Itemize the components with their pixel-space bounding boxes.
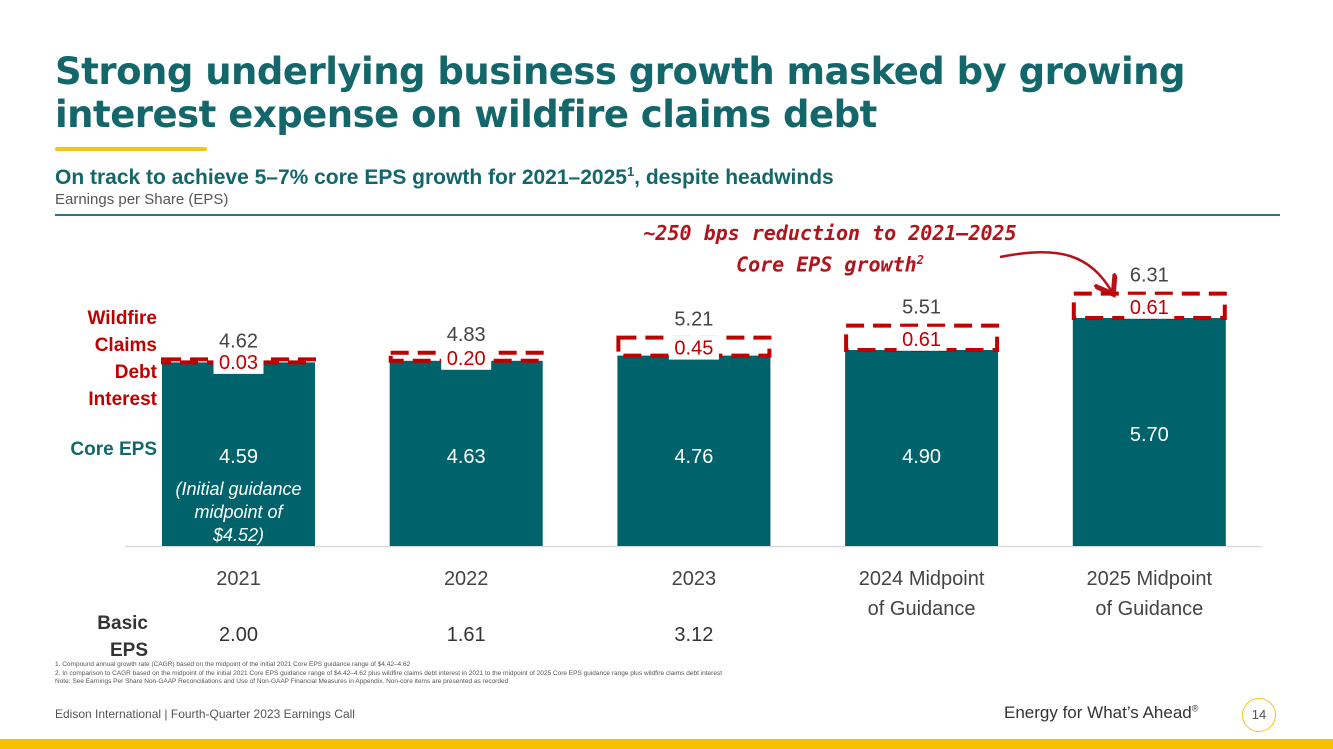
wildfire-value-label: 0.03: [219, 352, 258, 374]
category-label: 2023: [672, 568, 717, 590]
bottom-brand-bar: [0, 739, 1333, 749]
page-title: Strong underlying business growth masked…: [55, 50, 1186, 136]
basic-eps-value: 1.61: [447, 624, 486, 646]
tagline-text: Energy for What’s Ahead: [1004, 703, 1192, 722]
bar-wildfire-interest: [388, 350, 544, 363]
wildfire-value-label: 0.61: [1130, 297, 1169, 319]
core-value-label: 4.59: [219, 446, 258, 468]
bar-core-eps: [617, 355, 771, 546]
bar-core-eps: [162, 362, 315, 546]
wildfire-value-label: 0.20: [447, 348, 486, 370]
wildfire-label-bg: [213, 349, 264, 374]
wildfire-label-bg: [896, 326, 947, 351]
core-value-label: 4.63: [447, 446, 486, 468]
category-label: 2021: [216, 568, 261, 590]
subtitle-tail: , despite headwinds: [634, 166, 834, 189]
footnote-1: 1. Compound annual growth rate (CAGR) ba…: [55, 661, 411, 668]
category-label: 2025 Midpoint: [1086, 568, 1212, 590]
wildfire-row-label: Wildfire Claims Debt Interest: [87, 308, 158, 410]
basic-eps-value: 2.00: [219, 624, 258, 646]
basic-eps-value: 3.12: [674, 624, 713, 646]
annotation-text: ~250 bps reduction to 2021–2025 Core EPS…: [643, 221, 1017, 277]
category-label: 2024 Midpoint: [859, 568, 985, 590]
bar-core-eps: [845, 350, 999, 546]
title-underline: [55, 147, 207, 151]
tagline: Energy for What’s Ahead®: [1004, 703, 1198, 723]
total-value-label: 5.21: [674, 309, 713, 331]
annotation-sup: 2: [916, 253, 924, 267]
footnote-2: 2. In comparison to CAGR based on the mi…: [55, 669, 722, 677]
wildfire-label-bg: [441, 345, 492, 370]
core-value-label: 4.90: [902, 446, 941, 468]
core-eps-note: midpoint of: [194, 502, 284, 522]
category-label: of Guidance: [868, 598, 976, 620]
wildfire-label-bg: [668, 335, 719, 360]
category-label: 2022: [444, 568, 489, 590]
category-label: of Guidance: [1095, 598, 1203, 620]
core-eps-note: $4.52): [212, 525, 264, 545]
core-value-label: 5.70: [1130, 424, 1169, 446]
bar-core-eps: [389, 360, 543, 546]
footnote-ref: 1: [626, 164, 635, 179]
footer-text: Edison International | Fourth-Quarter 20…: [55, 707, 355, 721]
footnote-note: Note: See Earnings Per Share Non-GAAP Re…: [55, 678, 509, 685]
page-number: 14: [1242, 698, 1276, 732]
footnotes: 1. Compound annual growth rate (CAGR) ba…: [55, 661, 722, 687]
subtitle: On track to achieve 5–7% core EPS growth…: [55, 164, 834, 190]
bar-core-eps: [1072, 318, 1226, 546]
core-eps-note: (Initial guidance: [175, 479, 301, 499]
wildfire-value-label: 0.45: [674, 338, 713, 360]
core-row-label: Core EPS: [70, 439, 157, 460]
wildfire-value-label: 0.61: [902, 329, 941, 351]
basic-row-label: Basic EPS: [97, 613, 148, 661]
total-value-label: 4.62: [219, 330, 258, 352]
core-value-label: 4.76: [674, 446, 713, 468]
total-value-label: 4.83: [447, 324, 486, 346]
total-value-label: 6.31: [1130, 265, 1169, 287]
total-value-label: 5.51: [902, 297, 941, 319]
section-label: Earnings per Share (EPS): [55, 191, 229, 208]
subtitle-text: On track to achieve 5–7% core EPS growth…: [55, 166, 627, 189]
registered-mark: ®: [1191, 703, 1199, 714]
annotation-arrow: [999, 250, 1112, 292]
wildfire-label-bg: [1124, 294, 1175, 319]
divider: [55, 214, 1280, 216]
annotation: ~250 bps reduction to 2021–2025 Core EPS…: [630, 220, 1030, 279]
